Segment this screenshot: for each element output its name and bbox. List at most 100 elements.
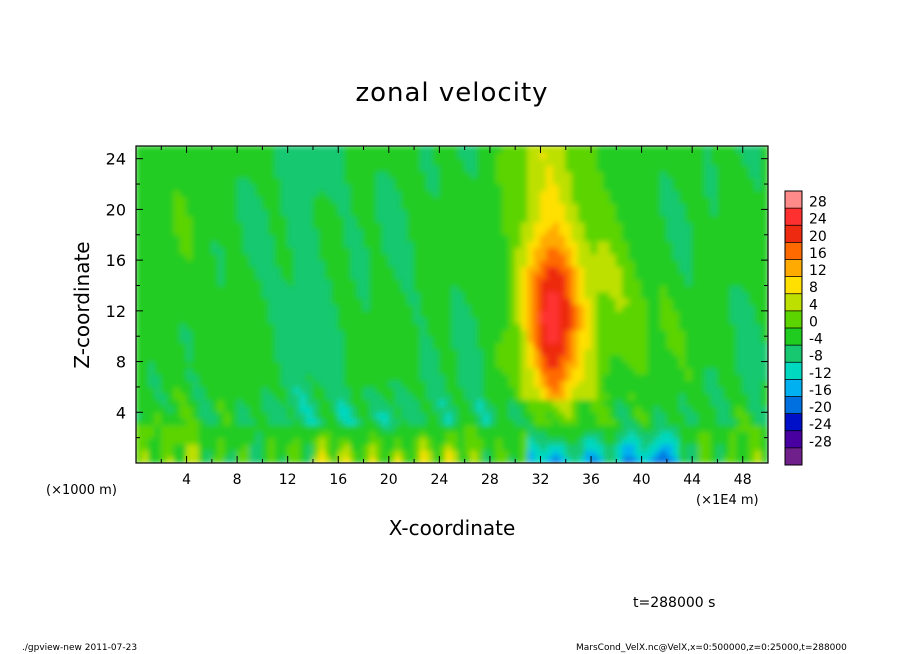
heatmap-cell	[223, 424, 232, 432]
heatmap-cell	[375, 335, 383, 344]
heatmap-cell	[502, 189, 510, 198]
heatmap-cell	[558, 380, 567, 388]
heatmap-cell	[660, 259, 668, 267]
heatmap-cell	[742, 342, 750, 350]
heatmap-cell	[716, 246, 725, 255]
heatmap-cell	[457, 253, 466, 261]
heatmap-cell	[539, 240, 548, 248]
heatmap-cell	[363, 386, 371, 394]
heatmap-cell	[413, 323, 421, 331]
heatmap-cell	[641, 151, 649, 160]
heatmap-cell	[306, 151, 314, 160]
heatmap-cell	[571, 146, 579, 153]
heatmap-cell	[603, 456, 611, 463]
heatmap-cell	[502, 392, 510, 401]
heatmap-cell	[476, 196, 485, 204]
heatmap-cell	[457, 373, 466, 382]
heatmap-cell	[148, 310, 156, 318]
heatmap-cell	[242, 335, 251, 344]
heatmap-cell	[141, 310, 150, 318]
heatmap-cell	[660, 208, 668, 217]
heatmap-cell	[205, 227, 213, 236]
heatmap-cell	[432, 310, 440, 318]
heatmap-cell	[325, 196, 333, 204]
heatmap-cell	[274, 259, 282, 267]
heatmap-cell	[571, 183, 579, 191]
heatmap-cell	[508, 170, 516, 179]
heatmap-cell	[268, 177, 276, 185]
heatmap-cell	[666, 177, 674, 185]
heatmap-cell	[394, 177, 402, 185]
heatmap-cell	[205, 297, 213, 305]
heatmap-cell	[489, 456, 497, 463]
heatmap-cell	[369, 208, 377, 217]
heatmap-cell	[356, 354, 365, 363]
heatmap-cell	[400, 424, 409, 432]
heatmap-cell	[697, 272, 706, 280]
heatmap-cell	[603, 202, 611, 210]
heatmap-cell	[464, 146, 472, 153]
heatmap-cell	[344, 265, 352, 274]
heatmap-cell	[502, 411, 510, 420]
heatmap-cell	[464, 430, 472, 439]
heatmap-cell	[356, 278, 365, 286]
heatmap-cell	[660, 411, 668, 420]
heatmap-cell	[533, 335, 541, 344]
heatmap-cell	[476, 361, 485, 369]
heatmap-cell	[527, 367, 535, 375]
heatmap-cell	[148, 437, 156, 445]
heatmap-cell	[603, 164, 611, 172]
heatmap-cell	[136, 411, 143, 420]
heatmap-cell	[293, 170, 301, 179]
heatmap-cell	[173, 227, 181, 236]
heatmap-cell	[255, 373, 263, 382]
heatmap-cell	[483, 304, 491, 312]
heatmap-cell	[274, 348, 282, 356]
heatmap-cell	[691, 278, 699, 286]
heatmap-cell	[521, 424, 529, 432]
heatmap-cell	[679, 196, 687, 204]
heatmap-cell	[710, 240, 718, 248]
heatmap-cell	[495, 291, 504, 299]
heatmap-cell	[173, 342, 181, 350]
heatmap-cell	[173, 386, 181, 394]
heatmap-cell	[350, 316, 358, 325]
heatmap-cell	[609, 411, 617, 420]
heatmap-cell	[565, 284, 573, 293]
heatmap-cell	[369, 329, 377, 337]
heatmap-cell	[167, 304, 175, 312]
heatmap-cell	[464, 405, 472, 413]
heatmap-cell	[344, 170, 352, 179]
heatmap-cell	[306, 424, 314, 432]
heatmap-cell	[679, 272, 687, 280]
heatmap-cell	[729, 278, 737, 286]
heatmap-cell	[205, 170, 213, 179]
heatmap-cell	[230, 373, 238, 382]
heatmap-cell	[609, 227, 617, 236]
heatmap-cell	[634, 367, 643, 375]
heatmap-cell	[729, 386, 737, 394]
heatmap-cell	[577, 323, 586, 331]
heatmap-cell	[464, 335, 472, 344]
heatmap-cell	[363, 227, 371, 236]
heatmap-cell	[729, 392, 737, 401]
heatmap-cell	[230, 386, 238, 394]
heatmap-cell	[533, 449, 541, 458]
heatmap-cell	[609, 183, 617, 191]
heatmap-cell	[483, 253, 491, 261]
heatmap-cell	[679, 221, 687, 229]
heatmap-cell	[691, 449, 699, 458]
heatmap-cell	[337, 208, 346, 217]
heatmap-cell	[470, 392, 478, 401]
heatmap-cell	[489, 335, 497, 344]
heatmap-cell	[476, 164, 485, 172]
heatmap-cell	[647, 183, 655, 191]
heatmap-cell	[742, 291, 750, 299]
heatmap-cell	[603, 221, 611, 229]
heatmap-cell	[596, 177, 605, 185]
heatmap-cell	[160, 284, 169, 293]
heatmap-cell	[476, 158, 485, 166]
heatmap-cell	[609, 202, 617, 210]
heatmap-cell	[761, 443, 768, 451]
heatmap-cell	[280, 392, 289, 401]
